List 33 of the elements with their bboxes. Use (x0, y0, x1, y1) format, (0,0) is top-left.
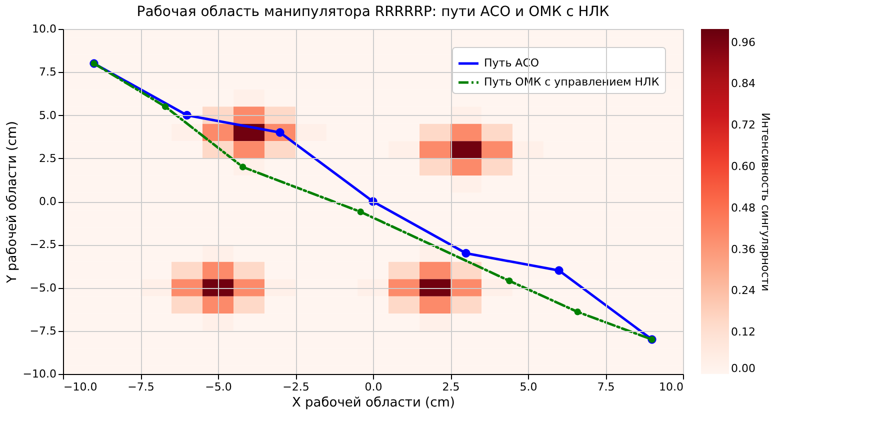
color-bar-label: 0.00 (731, 362, 756, 375)
y-axis-title: Y рабочей области (cm) (4, 120, 20, 284)
chart-title: Рабочая область манипулятора RRRRRP: пути АСО и ОМК с НЛК (136, 4, 610, 20)
x-tick-label: −5.0 (205, 380, 232, 394)
x-tick-label: −7.5 (128, 380, 154, 394)
x-tick-label: −10.0 (64, 380, 98, 394)
x-axis-title: X рабочей области (cm) (292, 396, 455, 410)
x-tick-label: 5.0 (520, 380, 538, 394)
y-tick-label: 5.0 (39, 108, 56, 122)
legend-label: Путь АСО (484, 56, 540, 70)
color-bar-label: 0.36 (731, 242, 756, 256)
color-bar-label: 0.84 (731, 77, 756, 90)
legend-label: Путь ОМК с управлением НЛК (484, 76, 660, 88)
color-bar-label: 0.96 (731, 36, 756, 49)
color-bar-label: 0.24 (731, 284, 756, 298)
y-tick-label: −10.0 (22, 368, 56, 380)
x-tick-label: −2.5 (282, 380, 310, 394)
x-tick-label: 2.5 (442, 380, 460, 394)
color-bar-label: 0.12 (731, 326, 756, 339)
color-bar-label: 0.60 (731, 160, 756, 173)
y-tick-label: 10.0 (32, 22, 56, 36)
x-tick-label: 10.0 (659, 380, 684, 394)
x-tick-label: 0.0 (364, 380, 382, 394)
color-bar-label: 0.48 (731, 201, 756, 214)
color-bar-title: Интенсивность сингулярности (759, 112, 772, 292)
y-tick-label: 2.5 (39, 152, 56, 165)
y-tick-label: −7.5 (30, 324, 56, 338)
y-tick-label: 0.0 (39, 195, 56, 208)
y-tick-label: 7.5 (39, 66, 56, 79)
color-bar-label: 0.72 (731, 118, 756, 132)
y-tick-label: −5.0 (30, 281, 56, 294)
x-tick-label: 7.5 (597, 380, 615, 394)
y-tick-label: −2.5 (30, 238, 56, 252)
